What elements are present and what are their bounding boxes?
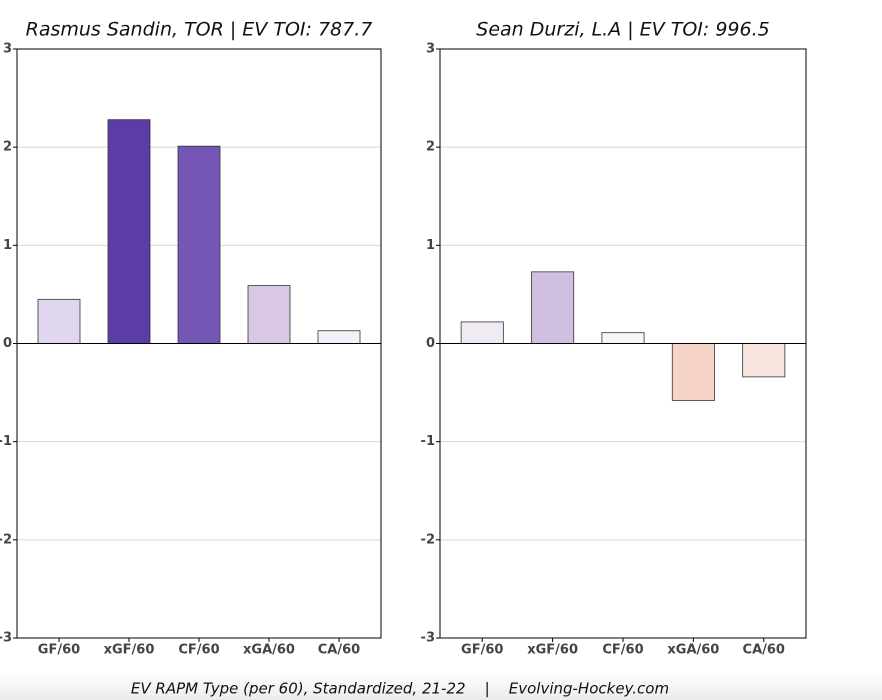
x-tick-label: xGA/60 [667, 643, 719, 658]
y-tick-label: 3 [426, 42, 435, 57]
panel-title: Rasmus Sandin, TOR | EV TOI: 787.7 [26, 19, 373, 41]
bar [742, 343, 786, 378]
y-tick-label: 0 [426, 336, 435, 351]
bar [671, 343, 715, 401]
x-tick-label: xGF/60 [104, 643, 155, 658]
bar [177, 145, 221, 344]
bar [460, 321, 504, 344]
bar [317, 330, 361, 344]
x-tick-label: xGF/60 [527, 643, 578, 658]
y-tick-label: -1 [421, 434, 435, 449]
y-tick-label: -3 [0, 631, 12, 646]
plot-frame [439, 48, 807, 639]
y-tick-label: -1 [0, 434, 12, 449]
y-tick-label: 2 [426, 140, 435, 155]
x-tick-label: GF/60 [38, 643, 80, 658]
x-tick-label: CF/60 [602, 643, 643, 658]
y-tick-label: -3 [421, 631, 435, 646]
y-tick-label: -2 [421, 532, 435, 547]
y-tick-label: 1 [426, 238, 435, 253]
plot-frame [16, 48, 382, 639]
x-tick-label: CA/60 [743, 643, 785, 658]
bar [601, 332, 645, 344]
y-tick-label: 3 [3, 42, 12, 57]
footer-bg [0, 672, 882, 700]
bar [247, 285, 291, 344]
bar [107, 119, 151, 344]
x-tick-label: GF/60 [461, 643, 503, 658]
y-tick-label: 2 [3, 140, 12, 155]
y-tick-label: -2 [0, 532, 12, 547]
caption: EV RAPM Type (per 60), Standardized, 21-… [131, 680, 669, 698]
x-tick-label: xGA/60 [243, 643, 295, 658]
bar [531, 271, 575, 344]
bar [37, 298, 81, 344]
x-tick-label: CF/60 [178, 643, 219, 658]
panel-title: Sean Durzi, L.A | EV TOI: 996.5 [476, 19, 769, 41]
y-tick-label: 1 [3, 238, 12, 253]
x-tick-label: CA/60 [318, 643, 360, 658]
y-tick-label: 0 [3, 336, 12, 351]
